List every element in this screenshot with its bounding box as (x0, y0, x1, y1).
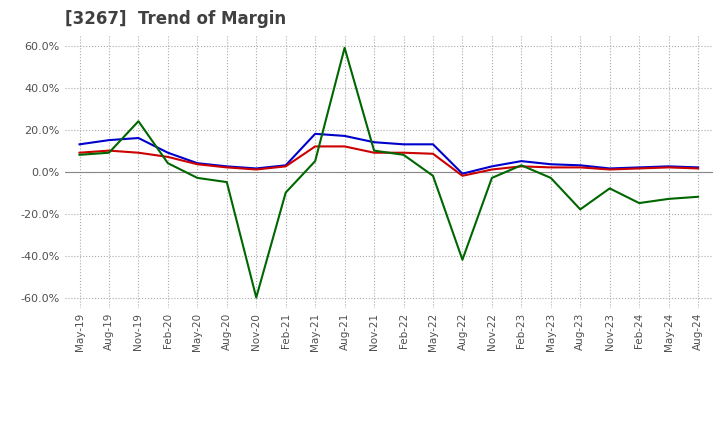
Ordinary Income (193, 161, 202, 166)
Operating Cashflow (517, 163, 526, 168)
Operating Cashflow (311, 158, 320, 164)
Operating Cashflow (193, 175, 202, 180)
Line: Operating Cashflow: Operating Cashflow (79, 48, 698, 297)
Ordinary Income (458, 171, 467, 176)
Ordinary Income (517, 158, 526, 164)
Ordinary Income (576, 163, 585, 168)
Net Income (370, 150, 379, 155)
Ordinary Income (134, 136, 143, 141)
Operating Cashflow (222, 180, 231, 185)
Ordinary Income (665, 164, 673, 169)
Operating Cashflow (252, 295, 261, 300)
Ordinary Income (104, 137, 113, 143)
Ordinary Income (370, 139, 379, 145)
Ordinary Income (635, 165, 644, 170)
Line: Net Income: Net Income (79, 147, 698, 176)
Net Income (635, 166, 644, 171)
Net Income (694, 166, 703, 171)
Net Income (546, 165, 555, 170)
Ordinary Income (399, 142, 408, 147)
Net Income (517, 164, 526, 169)
Net Income (222, 165, 231, 170)
Operating Cashflow (694, 194, 703, 199)
Operating Cashflow (163, 161, 172, 166)
Operating Cashflow (370, 148, 379, 153)
Ordinary Income (311, 131, 320, 136)
Operating Cashflow (399, 152, 408, 158)
Ordinary Income (282, 163, 290, 168)
Net Income (311, 144, 320, 149)
Net Income (487, 167, 496, 172)
Operating Cashflow (428, 173, 437, 179)
Ordinary Income (222, 164, 231, 169)
Ordinary Income (428, 142, 437, 147)
Net Income (399, 150, 408, 155)
Operating Cashflow (487, 175, 496, 180)
Operating Cashflow (665, 196, 673, 202)
Net Income (252, 167, 261, 172)
Operating Cashflow (546, 175, 555, 180)
Operating Cashflow (606, 186, 614, 191)
Net Income (458, 173, 467, 179)
Operating Cashflow (104, 150, 113, 155)
Ordinary Income (606, 166, 614, 171)
Text: [3267]  Trend of Margin: [3267] Trend of Margin (65, 10, 286, 28)
Operating Cashflow (341, 45, 349, 51)
Ordinary Income (694, 165, 703, 170)
Net Income (282, 164, 290, 169)
Operating Cashflow (282, 190, 290, 195)
Operating Cashflow (75, 152, 84, 158)
Net Income (428, 151, 437, 156)
Ordinary Income (487, 164, 496, 169)
Net Income (606, 167, 614, 172)
Ordinary Income (75, 142, 84, 147)
Ordinary Income (163, 150, 172, 155)
Operating Cashflow (635, 201, 644, 206)
Ordinary Income (546, 161, 555, 167)
Operating Cashflow (134, 119, 143, 124)
Net Income (341, 144, 349, 149)
Operating Cashflow (458, 257, 467, 262)
Net Income (576, 165, 585, 170)
Net Income (104, 148, 113, 153)
Net Income (193, 161, 202, 167)
Line: Ordinary Income: Ordinary Income (79, 134, 698, 174)
Net Income (75, 150, 84, 155)
Net Income (665, 165, 673, 170)
Operating Cashflow (576, 207, 585, 212)
Ordinary Income (341, 133, 349, 139)
Net Income (134, 150, 143, 155)
Net Income (163, 154, 172, 160)
Ordinary Income (252, 166, 261, 171)
